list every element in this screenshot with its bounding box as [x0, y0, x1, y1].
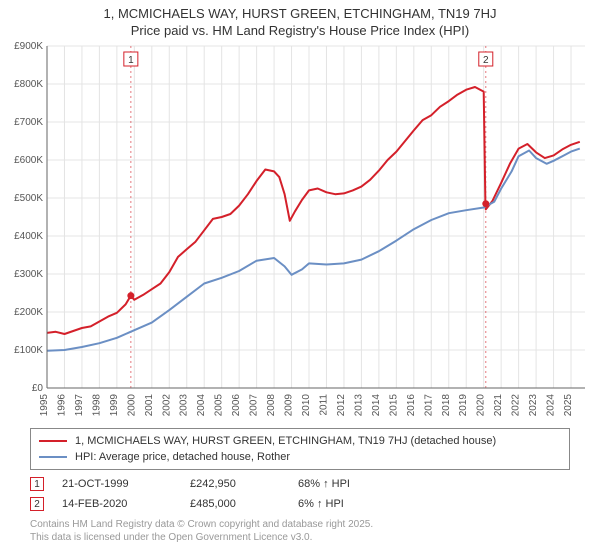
- svg-text:1998: 1998: [91, 394, 102, 417]
- marker-badge: 2: [30, 497, 44, 511]
- marker-price: £485,000: [190, 498, 280, 510]
- svg-text:2002: 2002: [161, 394, 172, 417]
- footnote: Contains HM Land Registry data © Crown c…: [30, 518, 570, 544]
- svg-text:1996: 1996: [56, 394, 67, 417]
- svg-text:£300K: £300K: [14, 269, 43, 280]
- svg-text:2025: 2025: [563, 394, 574, 417]
- sale-markers-table: 1 21-OCT-1999 £242,950 68% ↑ HPI 2 14-FEB-202…: [30, 474, 570, 514]
- svg-text:£600K: £600K: [14, 155, 43, 166]
- svg-text:2013: 2013: [353, 394, 364, 417]
- svg-text:2014: 2014: [371, 394, 382, 417]
- svg-text:£400K: £400K: [14, 231, 43, 242]
- footnote-line-2: This data is licensed under the Open Gov…: [30, 531, 570, 544]
- svg-text:2007: 2007: [249, 394, 260, 417]
- chart-svg: £0 £100K £200K £300K £400K £500K £600K £700K £80…: [5, 42, 595, 422]
- svg-text:2001: 2001: [144, 394, 155, 417]
- legend-swatch: [39, 456, 67, 458]
- svg-text:£0: £0: [32, 383, 44, 394]
- svg-text:2011: 2011: [318, 394, 329, 416]
- legend-item: 1, MCMICHAELS WAY, HURST GREEN, ETCHINGH…: [39, 433, 561, 449]
- svg-text:1995: 1995: [39, 394, 50, 417]
- svg-text:2008: 2008: [266, 394, 277, 417]
- svg-text:£200K: £200K: [14, 307, 43, 318]
- svg-text:2019: 2019: [458, 394, 469, 417]
- svg-text:1997: 1997: [74, 394, 85, 417]
- marker-badge: 1: [30, 477, 44, 491]
- svg-text:2005: 2005: [214, 394, 225, 417]
- legend-label: HPI: Average price, detached house, Roth…: [75, 451, 290, 463]
- marker-price: £242,950: [190, 478, 280, 490]
- marker-pct: 6% ↑ HPI: [298, 498, 408, 510]
- title-line-2: Price paid vs. HM Land Registry's House …: [0, 21, 600, 42]
- svg-text:1: 1: [128, 55, 134, 66]
- svg-text:2016: 2016: [406, 394, 417, 417]
- svg-text:2: 2: [483, 55, 489, 66]
- svg-text:2015: 2015: [388, 394, 399, 417]
- legend-item: HPI: Average price, detached house, Roth…: [39, 449, 561, 465]
- svg-text:£800K: £800K: [14, 79, 43, 90]
- legend-label: 1, MCMICHAELS WAY, HURST GREEN, ETCHINGH…: [75, 435, 496, 447]
- svg-text:2003: 2003: [179, 394, 190, 417]
- footnote-line-1: Contains HM Land Registry data © Crown c…: [30, 518, 570, 531]
- legend: 1, MCMICHAELS WAY, HURST GREEN, ETCHINGH…: [30, 428, 570, 470]
- svg-text:2012: 2012: [336, 394, 347, 417]
- marker-row: 2 14-FEB-2020 £485,000 6% ↑ HPI: [30, 494, 570, 514]
- svg-text:2004: 2004: [196, 394, 207, 417]
- svg-text:2017: 2017: [423, 394, 434, 417]
- svg-text:£700K: £700K: [14, 117, 43, 128]
- svg-text:£900K: £900K: [14, 42, 43, 52]
- svg-text:£100K: £100K: [14, 345, 43, 356]
- marker-pct: 68% ↑ HPI: [298, 478, 408, 490]
- svg-text:2018: 2018: [441, 394, 452, 417]
- title-line-1: 1, MCMICHAELS WAY, HURST GREEN, ETCHINGH…: [0, 0, 600, 21]
- svg-text:2006: 2006: [231, 394, 242, 417]
- legend-swatch: [39, 440, 67, 442]
- svg-text:2024: 2024: [546, 394, 557, 417]
- svg-text:2000: 2000: [126, 394, 137, 417]
- marker-row: 1 21-OCT-1999 £242,950 68% ↑ HPI: [30, 474, 570, 494]
- svg-text:2010: 2010: [301, 394, 312, 417]
- svg-text:2022: 2022: [511, 394, 522, 417]
- svg-text:2023: 2023: [528, 394, 539, 417]
- svg-text:£500K: £500K: [14, 193, 43, 204]
- svg-text:2020: 2020: [476, 394, 487, 417]
- marker-date: 14-FEB-2020: [62, 498, 172, 510]
- marker-date: 21-OCT-1999: [62, 478, 172, 490]
- svg-text:1999: 1999: [109, 394, 120, 417]
- price-chart: £0 £100K £200K £300K £400K £500K £600K £700K £80…: [5, 42, 595, 422]
- svg-text:2009: 2009: [284, 394, 295, 417]
- svg-text:2021: 2021: [493, 394, 504, 417]
